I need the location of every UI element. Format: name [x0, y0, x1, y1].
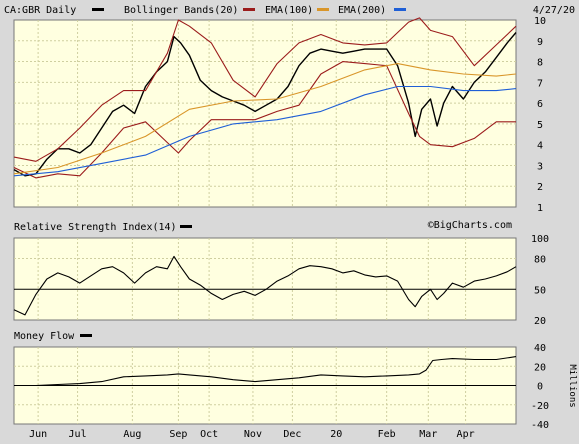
x-axis-labels: Jun Jul Aug Sep Oct Nov Dec 20 Feb Mar Apr	[29, 429, 475, 440]
price-gridlines	[14, 20, 516, 207]
money-flow-y-tick-labels: 40 20 0 -20 -40	[531, 343, 549, 431]
legend-swatch-ema100	[317, 8, 329, 11]
price-y-tick-label: 1	[537, 203, 543, 214]
price-plot-area	[13, 19, 517, 208]
x-tick-label: Dec	[283, 429, 301, 440]
money-flow-panel: Money Flow 40 20 0 -20 -40 Millions	[13, 331, 577, 431]
money-flow-series-group	[14, 356, 517, 387]
chart-date: 4/27/20	[533, 5, 575, 16]
rsi-y-tick-label: 50	[534, 285, 546, 296]
money-flow-y-tick-label: 20	[534, 362, 546, 373]
legend-swatch-ema200	[394, 8, 406, 11]
price-legend: CA:GBR Daily Bollinger Bands(20) EMA(100…	[4, 5, 575, 16]
legend-swatch-price	[92, 8, 104, 11]
x-tick-label: Nov	[244, 429, 262, 440]
rsi-title: Relative Strength Index(14)	[14, 222, 177, 233]
price-y-tick-label: 7	[537, 78, 543, 89]
money-flow-title: Money Flow	[14, 331, 75, 342]
x-tick-label: 20	[330, 429, 342, 440]
price-series-group	[13, 17, 517, 179]
x-tick-label: Jul	[69, 429, 87, 440]
x-tick-label: Mar	[419, 429, 437, 440]
rsi-panel: Relative Strength Index(14) 20 50 80 100	[13, 222, 549, 327]
price-y-tick-label: 2	[537, 182, 543, 193]
money-flow-y-tick-label: 40	[534, 343, 546, 354]
legend-label-bollinger: Bollinger Bands(20)	[124, 5, 238, 16]
x-tick-label: Feb	[378, 429, 396, 440]
rsi-y-tick-labels: 20 50 80 100	[531, 234, 549, 327]
rsi-plot-area	[13, 237, 517, 321]
price-panel: 1 2 3 4 5 6 7 8 9 10 ©BigCharts.com	[13, 16, 546, 231]
legend-swatch-bollinger	[243, 8, 255, 11]
rsi-gridlines	[14, 238, 516, 320]
price-y-tick-label: 8	[537, 58, 543, 69]
x-tick-label: Apr	[457, 429, 475, 440]
money-flow-y-tick-label: -40	[531, 420, 549, 431]
x-tick-label: Oct	[200, 429, 218, 440]
price-series-ema-100	[13, 63, 517, 175]
money-flow-series-money-flow	[14, 356, 517, 387]
legend-label-ema200: EMA(200)	[338, 5, 386, 16]
price-series-bollinger-bands-upper	[13, 17, 517, 162]
price-y-tick-label: 9	[537, 37, 543, 48]
price-series-ema-200	[13, 85, 517, 177]
price-series-ca-gbr-daily	[13, 32, 517, 177]
price-y-tick-label: 10	[534, 16, 546, 27]
rsi-y-tick-label: 80	[534, 255, 546, 266]
price-y-tick-label: 4	[537, 141, 543, 152]
rsi-y-tick-label: 100	[531, 234, 549, 245]
money-flow-gridlines	[14, 347, 516, 424]
price-y-tick-label: 3	[537, 161, 543, 172]
watermark: ©BigCharts.com	[428, 220, 512, 231]
rsi-series-group	[13, 255, 517, 316]
money-flow-y-tick-label: 0	[537, 382, 543, 393]
price-y-tick-label: 6	[537, 99, 543, 110]
rsi-legend-swatch	[180, 225, 192, 228]
x-tick-label: Jun	[29, 429, 47, 440]
rsi-y-tick-label: 20	[534, 316, 546, 327]
price-y-tick-label: 5	[537, 120, 543, 131]
rsi-series-relative-strength-index-14	[13, 255, 517, 316]
price-y-tick-labels: 1 2 3 4 5 6 7 8 9 10	[534, 16, 546, 214]
legend-label-ema100: EMA(100)	[265, 5, 313, 16]
money-flow-y-tick-label: -20	[531, 401, 549, 412]
money-flow-ylabel: Millions	[567, 364, 577, 407]
x-tick-label: Aug	[123, 429, 141, 440]
price-series-bollinger-bands-lower	[13, 61, 516, 179]
x-tick-label: Sep	[169, 429, 187, 440]
money-flow-legend-swatch	[80, 334, 92, 337]
chart-title: CA:GBR Daily	[4, 5, 76, 16]
